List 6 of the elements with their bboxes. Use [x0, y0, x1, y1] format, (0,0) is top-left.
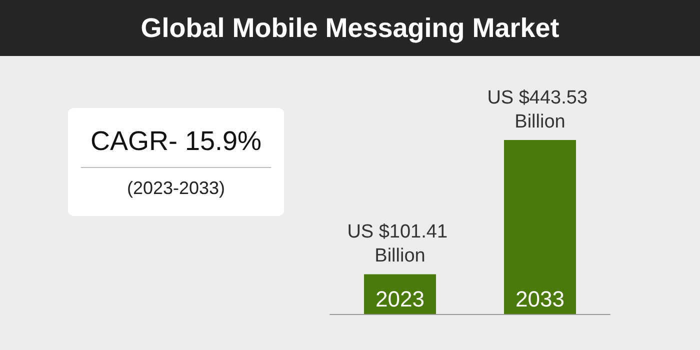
data-label: US $443.53 Billion — [487, 88, 593, 132]
x-tick-label: 2023 — [376, 286, 424, 312]
text-card: CAGR- 15.9% (2023-2033) — [68, 108, 284, 216]
chart-title: Global Mobile Messaging Market — [0, 0, 700, 56]
data-label: US $101.41 Billion — [347, 222, 453, 267]
x-tick-label: 2033 — [516, 286, 564, 312]
